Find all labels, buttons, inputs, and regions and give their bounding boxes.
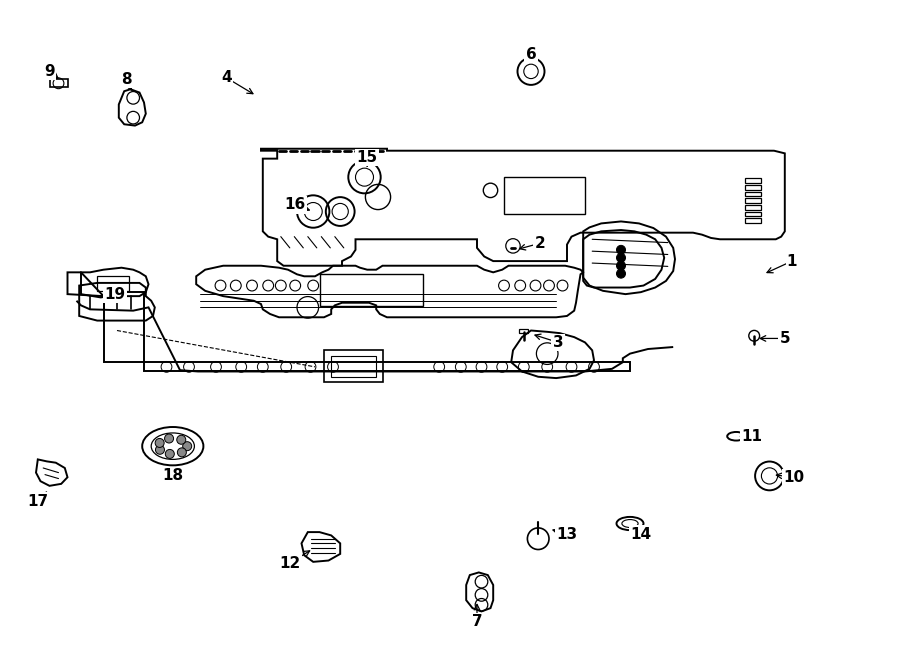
Circle shape	[165, 434, 174, 443]
Bar	[331, 356, 376, 377]
Text: 3: 3	[553, 335, 563, 350]
Bar	[745, 205, 761, 210]
Bar	[745, 218, 761, 223]
Bar	[504, 177, 585, 214]
Bar	[745, 192, 761, 196]
Circle shape	[176, 435, 185, 444]
Circle shape	[616, 269, 625, 278]
Bar	[320, 274, 423, 306]
Circle shape	[156, 446, 165, 454]
Circle shape	[183, 442, 192, 451]
Text: 18: 18	[162, 469, 184, 483]
Text: 11: 11	[741, 429, 762, 444]
Text: 1: 1	[787, 254, 797, 268]
Text: 8: 8	[121, 72, 131, 87]
Bar	[745, 198, 761, 203]
Text: 2: 2	[535, 236, 545, 251]
Bar	[50, 79, 68, 87]
Text: 16: 16	[284, 198, 306, 212]
Circle shape	[155, 438, 164, 447]
Text: 12: 12	[279, 556, 301, 570]
Circle shape	[616, 245, 625, 254]
Text: 9: 9	[44, 64, 55, 79]
Text: 7: 7	[472, 614, 482, 629]
Text: 5: 5	[779, 331, 790, 346]
Text: 14: 14	[630, 527, 652, 541]
Circle shape	[166, 449, 175, 459]
Circle shape	[616, 253, 625, 262]
Circle shape	[616, 261, 625, 270]
Bar	[519, 329, 528, 333]
Bar	[97, 276, 129, 291]
Text: 17: 17	[27, 494, 49, 508]
Text: 13: 13	[556, 527, 578, 541]
Text: 6: 6	[526, 47, 536, 61]
Text: 19: 19	[104, 287, 126, 301]
Circle shape	[177, 448, 186, 457]
Bar	[324, 350, 382, 382]
Bar	[745, 212, 761, 216]
Bar	[745, 185, 761, 190]
Bar	[745, 178, 761, 183]
Text: 15: 15	[356, 150, 378, 165]
Text: 4: 4	[221, 71, 232, 85]
Text: 10: 10	[783, 470, 805, 485]
